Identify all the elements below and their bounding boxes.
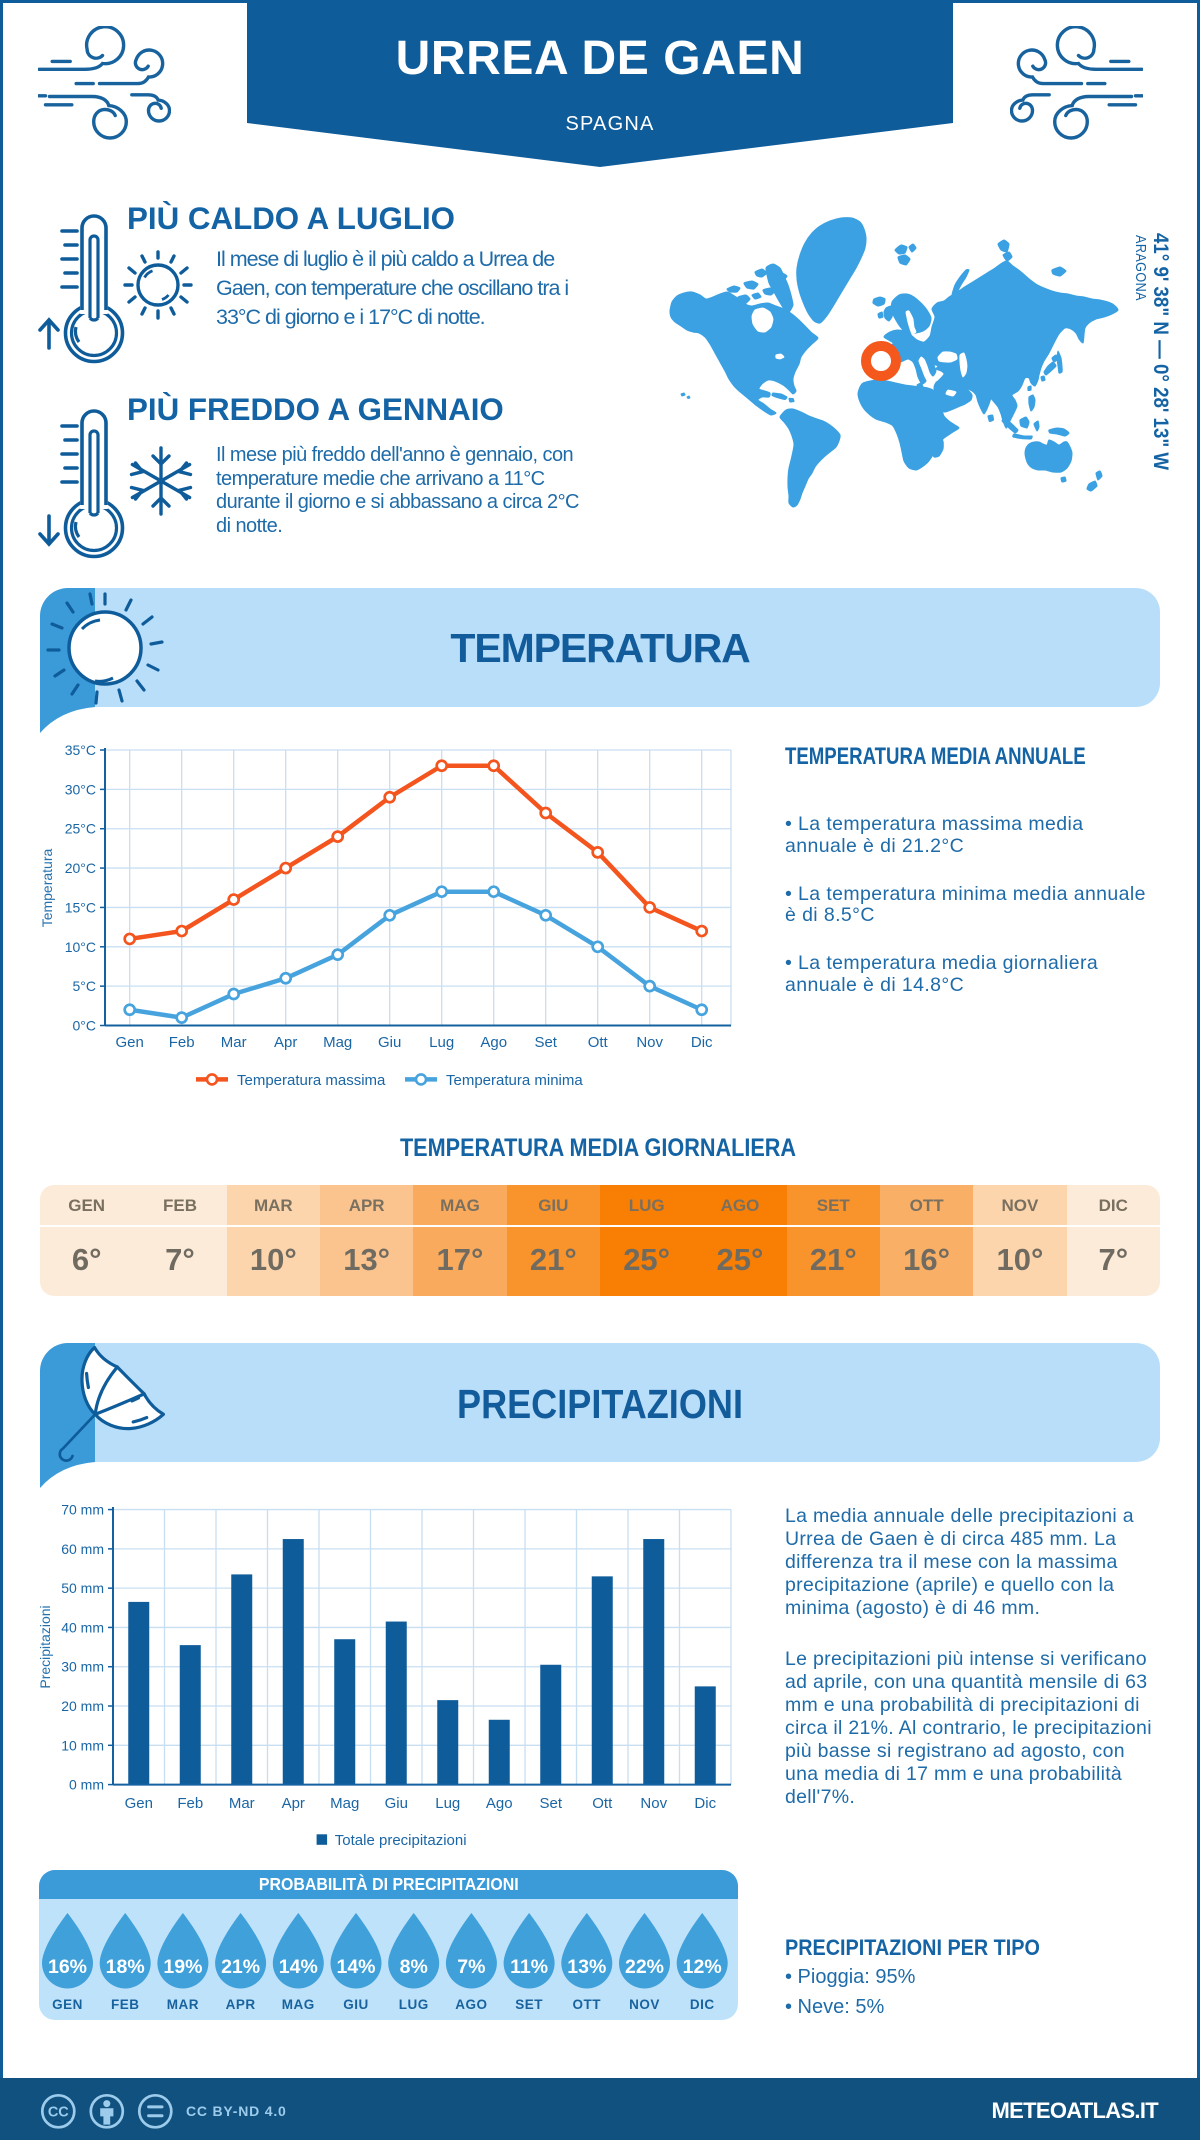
svg-text:35°C: 35°C (65, 742, 96, 758)
svg-text:20°C: 20°C (65, 860, 96, 876)
svg-text:Temperatura: Temperatura (39, 848, 55, 927)
svg-text:19%: 19% (163, 1956, 202, 1978)
svg-text:GEN: GEN (52, 1997, 83, 2012)
svg-text:Temperatura massima: Temperatura massima (237, 1072, 386, 1089)
svg-text:Giu: Giu (378, 1034, 401, 1051)
svg-text:0 mm: 0 mm (69, 1777, 104, 1793)
svg-text:Mag: Mag (330, 1795, 359, 1812)
svg-text:Nov: Nov (640, 1795, 667, 1812)
svg-text:40 mm: 40 mm (61, 1619, 104, 1635)
svg-text:8%: 8% (400, 1956, 428, 1978)
svg-text:5°C: 5°C (73, 978, 97, 994)
svg-text:MAG: MAG (282, 1997, 315, 2012)
svg-text:15°C: 15°C (65, 899, 96, 915)
svg-text:18%: 18% (106, 1956, 145, 1978)
svg-text:13%: 13% (567, 1956, 606, 1978)
svg-text:Gen: Gen (125, 1795, 153, 1812)
svg-text:Set: Set (534, 1034, 557, 1051)
svg-text:APR: APR (226, 1997, 256, 2012)
svg-text:NOV: NOV (629, 1997, 660, 2012)
svg-text:Ago: Ago (486, 1795, 513, 1812)
svg-text:Dic: Dic (694, 1795, 716, 1812)
svg-text:14%: 14% (336, 1956, 375, 1978)
svg-text:CC: CC (48, 2105, 69, 2121)
svg-text:50 mm: 50 mm (61, 1580, 104, 1596)
svg-text:20 mm: 20 mm (61, 1698, 104, 1714)
svg-text:SET: SET (515, 1997, 543, 2012)
svg-text:Apr: Apr (282, 1795, 305, 1812)
svg-text:Gen: Gen (116, 1034, 144, 1051)
svg-text:Feb: Feb (169, 1034, 195, 1051)
svg-text:14%: 14% (279, 1956, 318, 1978)
svg-text:Ott: Ott (592, 1795, 613, 1812)
svg-text:Dic: Dic (691, 1034, 713, 1051)
svg-text:Precipitazioni: Precipitazioni (37, 1605, 53, 1688)
svg-text:11%: 11% (510, 1956, 548, 1978)
svg-text:AGO: AGO (455, 1997, 487, 2012)
svg-text:0°C: 0°C (73, 1018, 97, 1034)
svg-text:12%: 12% (683, 1956, 722, 1978)
svg-text:Apr: Apr (274, 1034, 297, 1051)
svg-text:DIC: DIC (690, 1997, 715, 2012)
svg-text:16%: 16% (48, 1956, 87, 1978)
svg-text:70 mm: 70 mm (61, 1502, 104, 1518)
svg-text:Giu: Giu (385, 1795, 408, 1812)
svg-text:Nov: Nov (636, 1034, 663, 1051)
svg-text:Ago: Ago (480, 1034, 507, 1051)
svg-text:30°C: 30°C (65, 781, 96, 797)
svg-text:Totale precipitazioni: Totale precipitazioni (335, 1832, 467, 1849)
svg-text:MAR: MAR (167, 1997, 199, 2012)
svg-text:Set: Set (539, 1795, 562, 1812)
svg-text:GIU: GIU (343, 1997, 369, 2012)
svg-text:21%: 21% (221, 1956, 260, 1978)
svg-text:7%: 7% (457, 1956, 485, 1978)
svg-text:Mar: Mar (229, 1795, 255, 1812)
svg-text:Mag: Mag (323, 1034, 352, 1051)
svg-text:LUG: LUG (399, 1997, 429, 2012)
svg-text:60 mm: 60 mm (61, 1541, 104, 1557)
svg-text:Lug: Lug (435, 1795, 460, 1812)
svg-text:Lug: Lug (429, 1034, 454, 1051)
svg-text:FEB: FEB (111, 1997, 140, 2012)
svg-text:Mar: Mar (221, 1034, 247, 1051)
svg-text:Feb: Feb (177, 1795, 203, 1812)
svg-text:OTT: OTT (573, 1997, 602, 2012)
svg-text:Ott: Ott (588, 1034, 609, 1051)
svg-text:30 mm: 30 mm (61, 1659, 104, 1675)
svg-text:22%: 22% (625, 1956, 664, 1978)
svg-text:10 mm: 10 mm (61, 1737, 104, 1753)
svg-text:25°C: 25°C (65, 821, 96, 837)
svg-text:10°C: 10°C (65, 939, 96, 955)
svg-text:Temperatura minima: Temperatura minima (446, 1072, 583, 1089)
